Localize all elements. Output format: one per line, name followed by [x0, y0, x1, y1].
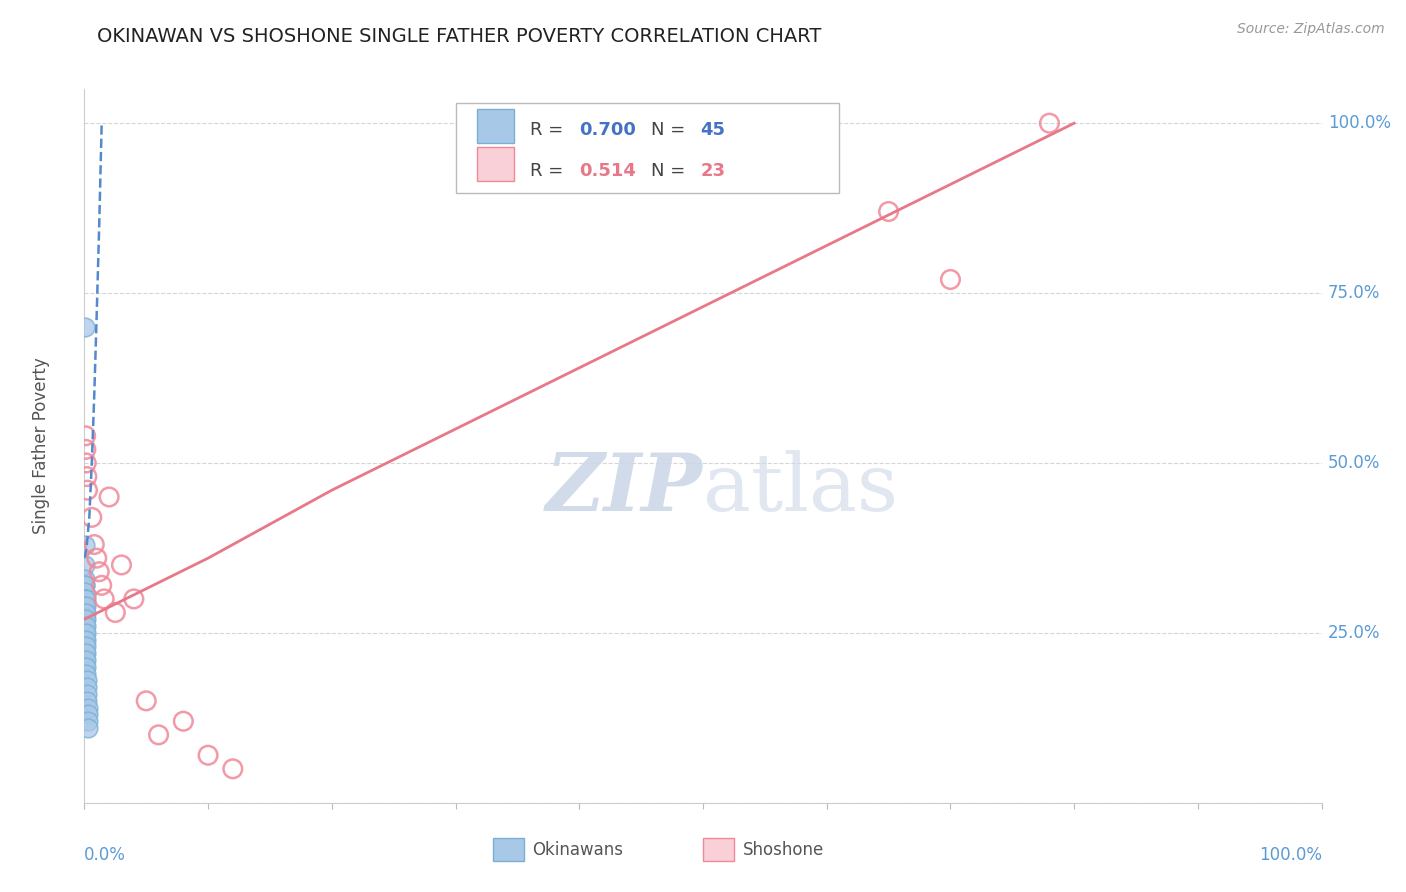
Point	[222, 762, 245, 776]
Point	[75, 632, 97, 647]
Text: 100.0%: 100.0%	[1258, 846, 1322, 863]
Point	[77, 714, 100, 729]
Text: 23: 23	[700, 162, 725, 180]
Point	[76, 673, 98, 688]
Point	[80, 510, 103, 524]
Point	[76, 694, 98, 708]
Bar	[492, 838, 523, 862]
Point	[75, 640, 97, 654]
Point	[75, 626, 97, 640]
Text: N =: N =	[651, 121, 690, 139]
Point	[75, 591, 97, 606]
Point	[75, 537, 97, 551]
Point	[75, 619, 97, 633]
Text: 25.0%: 25.0%	[1327, 624, 1381, 642]
Point	[75, 599, 97, 613]
Text: 50.0%: 50.0%	[1327, 454, 1381, 472]
Point	[86, 551, 108, 566]
Text: 75.0%: 75.0%	[1327, 284, 1381, 302]
Point	[76, 700, 98, 714]
Point	[197, 748, 219, 763]
Point	[877, 204, 900, 219]
Point	[75, 626, 97, 640]
Point	[93, 591, 115, 606]
Point	[75, 660, 97, 674]
Point	[75, 640, 97, 654]
Text: Shoshone: Shoshone	[742, 841, 824, 859]
Point	[75, 606, 97, 620]
Point	[98, 490, 121, 504]
Bar	[477, 146, 513, 181]
Text: R =: R =	[530, 162, 569, 180]
Text: N =: N =	[651, 162, 690, 180]
Point	[75, 632, 97, 647]
Point	[76, 483, 98, 498]
Point	[75, 612, 97, 626]
Point	[75, 442, 97, 457]
Point	[75, 456, 97, 470]
Point	[76, 707, 98, 722]
Point	[104, 606, 127, 620]
Point	[75, 646, 97, 660]
Bar	[477, 109, 513, 143]
Text: R =: R =	[530, 121, 569, 139]
Point	[122, 591, 145, 606]
Point	[135, 694, 157, 708]
Text: 45: 45	[700, 121, 725, 139]
Point	[75, 619, 97, 633]
Point	[76, 680, 98, 694]
Point	[75, 666, 97, 681]
Point	[75, 591, 97, 606]
Text: atlas: atlas	[703, 450, 898, 528]
Point	[1038, 116, 1060, 130]
Point	[75, 591, 97, 606]
FancyBboxPatch shape	[456, 103, 839, 193]
Point	[75, 558, 97, 572]
Text: Okinawans: Okinawans	[533, 841, 623, 859]
Point	[75, 612, 97, 626]
Point	[75, 646, 97, 660]
Point	[110, 558, 132, 572]
Point	[77, 721, 100, 735]
Point	[89, 565, 111, 579]
Point	[75, 578, 97, 592]
Point	[75, 429, 97, 443]
Point	[75, 653, 97, 667]
Point	[90, 578, 112, 592]
Point	[75, 320, 97, 334]
Point	[75, 632, 97, 647]
Point	[75, 578, 97, 592]
Point	[75, 572, 97, 586]
Point	[75, 660, 97, 674]
Point	[76, 687, 98, 701]
Point	[75, 653, 97, 667]
Text: Source: ZipAtlas.com: Source: ZipAtlas.com	[1237, 22, 1385, 37]
Point	[75, 606, 97, 620]
Text: Single Father Poverty: Single Father Poverty	[32, 358, 51, 534]
Text: ZIP: ZIP	[546, 450, 703, 527]
Point	[148, 728, 170, 742]
Point	[75, 585, 97, 599]
Bar	[703, 838, 734, 862]
Point	[75, 646, 97, 660]
Point	[75, 599, 97, 613]
Text: 100.0%: 100.0%	[1327, 114, 1391, 132]
Point	[75, 599, 97, 613]
Point	[75, 619, 97, 633]
Point	[76, 469, 98, 483]
Text: 0.700: 0.700	[579, 121, 636, 139]
Point	[75, 606, 97, 620]
Point	[75, 612, 97, 626]
Text: OKINAWAN VS SHOSHONE SINGLE FATHER POVERTY CORRELATION CHART: OKINAWAN VS SHOSHONE SINGLE FATHER POVER…	[97, 28, 821, 46]
Point	[939, 272, 962, 286]
Text: 0.514: 0.514	[579, 162, 636, 180]
Text: 0.0%: 0.0%	[84, 846, 127, 863]
Point	[83, 537, 105, 551]
Point	[172, 714, 194, 729]
